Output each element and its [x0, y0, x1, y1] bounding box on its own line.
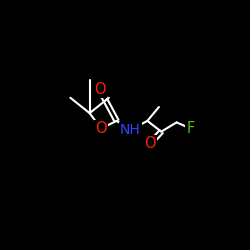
Text: F: F: [186, 121, 194, 136]
Text: O: O: [94, 82, 106, 97]
Text: NH: NH: [120, 123, 141, 137]
Text: O: O: [95, 121, 107, 136]
Text: O: O: [144, 136, 156, 152]
